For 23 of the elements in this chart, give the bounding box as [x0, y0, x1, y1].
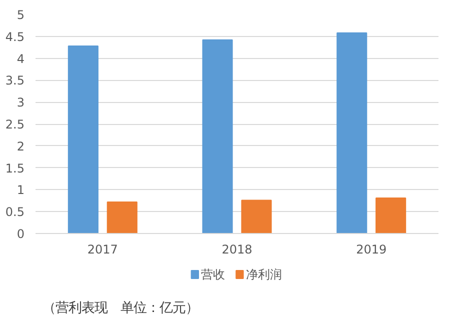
- x-tick-label: 2019: [356, 242, 387, 256]
- y-tick-label: 3.5: [5, 74, 25, 88]
- y-tick-label: 0: [16, 227, 25, 241]
- bar: [202, 39, 233, 234]
- y-tick-label: 5: [16, 8, 25, 22]
- legend-label: 营收: [201, 268, 226, 282]
- bar: [106, 201, 138, 234]
- legend-label: 净利润: [246, 268, 282, 282]
- y-tick-label: 1: [16, 183, 25, 198]
- y-tick-label: 4.5: [5, 30, 25, 44]
- bar: [376, 198, 406, 234]
- x-tick-label: 2018: [222, 242, 252, 256]
- text: （营利表现 单位：亿元）: [42, 301, 199, 316]
- bar: [241, 200, 272, 234]
- x-tick-label: 2017: [87, 242, 118, 256]
- y-tick-label: 3: [16, 96, 25, 110]
- y-tick-label: 2.5: [5, 118, 25, 132]
- y-tick-label: 0.5: [5, 205, 25, 220]
- y-tick-label: 2: [16, 139, 25, 154]
- bar: [68, 46, 98, 234]
- y-tick-label: 4: [16, 52, 25, 66]
- y-tick-label: 1.5: [5, 161, 25, 176]
- bar: [336, 32, 368, 234]
